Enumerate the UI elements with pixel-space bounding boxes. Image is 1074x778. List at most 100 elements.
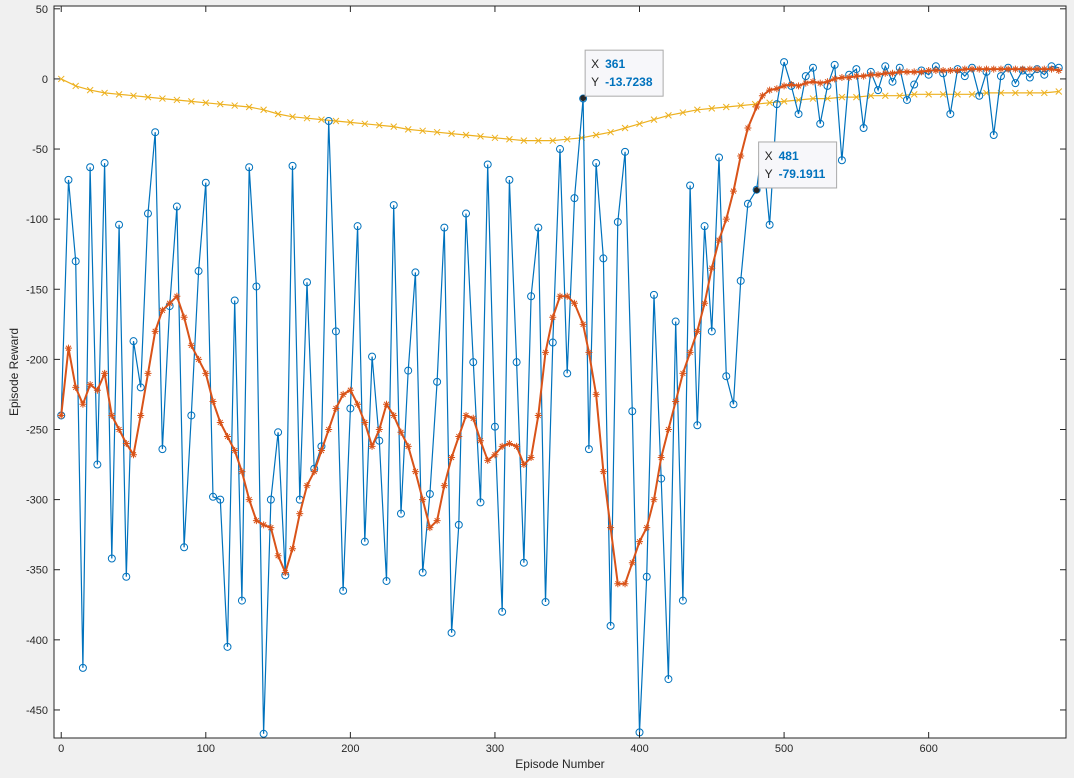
data-point [816, 79, 824, 87]
x-tick-label: 0 [58, 743, 64, 755]
data-point [382, 576, 391, 585]
data-point [1026, 89, 1034, 97]
data-point [368, 352, 377, 361]
data-point [79, 400, 87, 408]
data-point [744, 124, 752, 132]
data-point [549, 313, 557, 321]
data-point [563, 369, 572, 378]
y-tick-label: -350 [26, 565, 48, 577]
data-point [766, 86, 774, 94]
data-point [172, 202, 181, 211]
data-point [252, 517, 260, 525]
data-point [389, 201, 398, 210]
data-point [960, 72, 969, 81]
data-point [159, 95, 166, 102]
data-point [130, 451, 138, 459]
data-point [107, 554, 116, 563]
data-point [831, 75, 839, 83]
data-point [512, 358, 521, 367]
data-point [607, 524, 615, 532]
data-point [621, 580, 629, 588]
data-point [187, 98, 195, 105]
data-point [353, 222, 362, 231]
datatips: X 361 Y -13.7238 X 481 Y -79.1911 [580, 49, 838, 193]
data-point [180, 313, 188, 321]
data-point [476, 498, 485, 507]
data-point [830, 60, 839, 69]
data-point [216, 100, 224, 108]
data-point [296, 510, 304, 518]
data-point [151, 128, 160, 137]
data-point [801, 72, 810, 81]
series-average-reward [57, 65, 1063, 588]
data-point [729, 187, 737, 195]
data-point [968, 90, 976, 98]
data-point [245, 496, 253, 504]
data-point [137, 411, 145, 419]
data-point [78, 663, 87, 672]
data-point [707, 327, 716, 336]
data-point [968, 65, 976, 73]
data-point [534, 137, 542, 144]
data-point [519, 558, 528, 567]
data-point [129, 337, 138, 346]
data-point [339, 586, 348, 595]
data-point [361, 418, 369, 426]
data-point [72, 383, 80, 391]
data-point [599, 254, 608, 263]
data-point [411, 268, 420, 277]
data-point [513, 442, 521, 450]
data-point [563, 292, 571, 300]
data-point [303, 114, 311, 122]
y-tick-label: -50 [32, 144, 48, 156]
data-point [852, 65, 861, 74]
data-point [274, 110, 282, 118]
data-point [238, 468, 246, 476]
data-point [693, 421, 702, 430]
data-point [144, 93, 152, 101]
data-point [122, 440, 130, 448]
data-point [202, 99, 210, 107]
data-point [548, 338, 557, 347]
data-point [579, 94, 588, 103]
y-tick-label: -300 [26, 495, 48, 507]
data-point [672, 397, 680, 405]
data-point [108, 411, 116, 419]
y-tick-label: -450 [26, 705, 48, 717]
data-point [917, 68, 925, 76]
data-point [252, 282, 261, 291]
data-point [317, 447, 325, 455]
data-point [130, 92, 137, 100]
data-point [360, 537, 369, 546]
data-point [151, 327, 159, 335]
data-point [570, 194, 579, 203]
data-point [318, 116, 325, 123]
data-point [419, 496, 427, 504]
datatip[interactable]: X 481 Y -79.1911 [753, 141, 838, 193]
data-point [542, 348, 550, 356]
datatip-x-value: 481 [779, 149, 799, 163]
data-point [607, 128, 614, 136]
data-point [64, 175, 73, 184]
data-point [838, 93, 846, 101]
data-point [433, 128, 441, 136]
data-point [665, 112, 672, 119]
data-point [332, 117, 340, 125]
data-point [592, 131, 600, 139]
data-point [216, 418, 224, 426]
data-point [585, 348, 593, 356]
data-point [86, 86, 94, 94]
data-point [722, 103, 730, 111]
datatip[interactable]: X 361 Y -13.7238 [580, 49, 664, 102]
data-point [809, 63, 817, 72]
data-point [657, 454, 665, 462]
data-point [187, 411, 196, 420]
data-point [946, 67, 954, 75]
data-point [736, 276, 745, 285]
datatip-x-value: 361 [605, 57, 625, 71]
data-point [368, 442, 376, 450]
data-point [679, 109, 687, 116]
data-point [939, 90, 947, 98]
data-point [715, 236, 723, 244]
data-point [477, 133, 484, 140]
